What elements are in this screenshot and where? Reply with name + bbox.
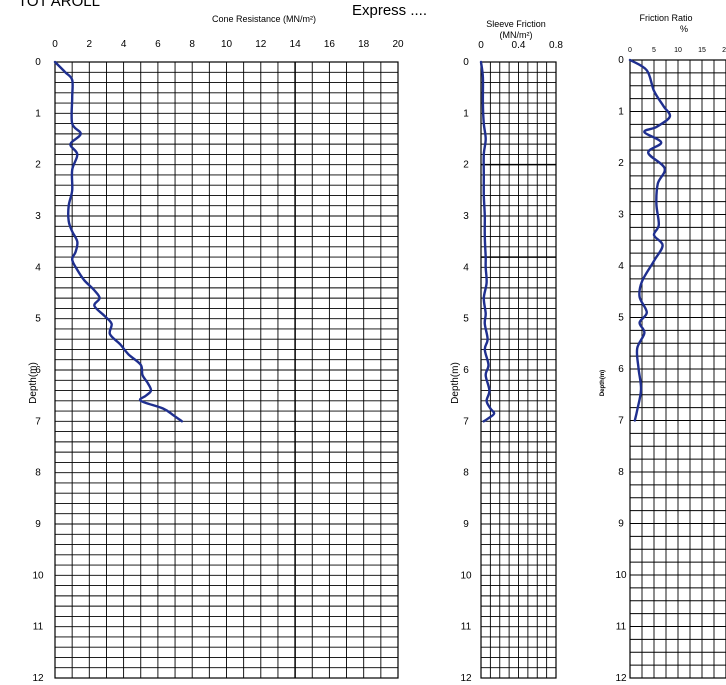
cone-resistance-x-tick-label: 6 [155,39,161,50]
cone-resistance-y-tick-label: 10 [32,570,44,581]
sleeve-friction-title-line1: Sleeve Friction [486,19,546,29]
cone-resistance-x-tick-label: 8 [189,39,195,50]
cone-resistance-y-tick-label: 9 [35,519,41,530]
cone-resistance-x-tick-label: 4 [121,39,127,50]
cone-resistance-y-tick-label: 5 [35,314,41,325]
sleeve-friction-y-tick-label: 1 [463,108,469,119]
cone-resistance-curve [53,60,184,423]
sleeve-friction-y-tick-label: 8 [463,468,469,479]
cone-resistance-y-tick-label: 4 [35,262,41,273]
sleeve-friction-y-tick-label: 4 [463,262,469,273]
cone-resistance-y-tick-label: 6 [35,365,41,376]
sleeve-friction-x-ticks: 0 0.4 0.8 [478,40,563,51]
cone-resistance-x-tick-label: 2 [87,39,93,50]
sleeve-friction-y-tick-label: 7 [463,416,469,427]
friction-ratio-x-tick-label: 0 [628,47,632,54]
friction-ratio-y-tick-label: 6 [618,364,624,375]
sleeve-friction-x-tick-label: 0.4 [512,40,526,51]
cone-resistance-x-tick-label: 0 [52,39,58,50]
sleeve-friction-y-tick-label: 12 [460,673,472,684]
sleeve-friction-plot-frame [480,61,557,679]
sleeve-friction-x-tick-label: 0 [478,40,484,51]
friction-ratio-y-tick-label: 1 [618,107,624,118]
friction-ratio-y-tick-label: 5 [618,313,624,324]
friction-ratio-y-tick-label: 12 [615,673,627,684]
friction-ratio-title-line1: Friction Ratio [639,13,692,23]
cone-resistance-plot-frame [54,61,399,679]
cone-resistance-chart: Cone Resistance (MN/m²) Depth(m) 0 2 4 6 8 10… [28,14,404,684]
cone-resistance-x-tick-label: 12 [255,39,267,50]
friction-ratio-y-tick-label: 7 [618,416,624,427]
friction-ratio-y-tick-label: 3 [618,210,624,221]
cone-resistance-y-tick-label: 3 [35,211,41,222]
friction-ratio-grid [629,59,726,679]
cone-resistance-x-tick-label: 16 [324,39,336,50]
sleeve-friction-y-tick-label: 11 [461,622,472,633]
cone-resistance-ylabel: Depth(m) [28,362,39,404]
cone-resistance-x-tick-label: 20 [392,39,404,50]
cone-resistance-y-tick-label: 11 [33,622,44,633]
cone-resistance-x-ticks: 0 2 4 6 8 10 12 14 16 18 20 [52,39,404,50]
sleeve-friction-y-tick-label: 2 [463,160,469,171]
cone-resistance-y-tick-label: 7 [35,416,41,427]
friction-ratio-y-tick-label: 4 [618,261,624,272]
friction-ratio-y-tick-label: 0 [618,55,624,66]
friction-ratio-plot-frame [629,59,726,679]
sleeve-friction-y-tick-label: 10 [460,570,472,581]
sleeve-friction-ylabel: Depth(m) [450,362,461,404]
sleeve-friction-curve [479,60,496,423]
friction-ratio-y-tick-label: 2 [618,158,624,169]
cone-resistance-y-tick-label: 8 [35,468,41,479]
friction-ratio-y-tick-label: 10 [615,570,627,581]
cone-resistance-grid [54,61,399,679]
sleeve-friction-y-tick-label: 5 [463,314,469,325]
cone-resistance-y-tick-label: 1 [35,108,41,119]
sleeve-friction-grid [480,61,557,679]
cone-resistance-y-tick-label: 2 [35,160,41,171]
friction-ratio-x-tick-label: 20 [722,47,726,54]
cone-resistance-x-tick-label: 14 [290,39,302,50]
cone-resistance-x-tick-label: 10 [221,39,233,50]
cone-resistance-title: Cone Resistance (MN/m²) [212,14,316,24]
friction-ratio-x-tick-label: 15 [698,47,706,54]
sleeve-friction-y-tick-label: 0 [463,57,469,68]
sleeve-friction-y-tick-label: 3 [463,211,469,222]
cone-resistance-x-tick-label: 18 [358,39,370,50]
friction-ratio-y-tick-label: 8 [618,467,624,478]
cone-resistance-y-tick-label: 0 [35,57,41,68]
friction-ratio-title-line2: % [680,24,688,34]
sleeve-friction-y-tick-label: 9 [463,519,469,530]
cone-resistance-y-tick-label: 12 [32,673,44,684]
cut-off-header-center: Express .... [352,2,427,19]
sleeve-friction-chart: Sleeve Friction (MN/m²) Depth(m) 0 0.4 0.8… [450,19,563,684]
sleeve-friction-y-tick-label: 6 [463,365,469,376]
friction-ratio-x-tick-label: 5 [652,47,656,54]
friction-ratio-y-tick-label: 9 [618,519,624,530]
friction-ratio-curve [628,58,672,422]
friction-ratio-x-tick-label: 10 [674,47,682,54]
sleeve-friction-x-tick-label: 0.8 [549,40,563,51]
sleeve-friction-title-line2: (MN/m²) [500,30,533,40]
friction-ratio-x-ticks: 0 5 10 15 20 [628,47,726,54]
friction-ratio-y-tick-label: 11 [616,622,627,633]
friction-ratio-ylabel: Depth(m) [600,370,606,396]
cut-off-header-left: TOT AROLL [18,0,100,10]
